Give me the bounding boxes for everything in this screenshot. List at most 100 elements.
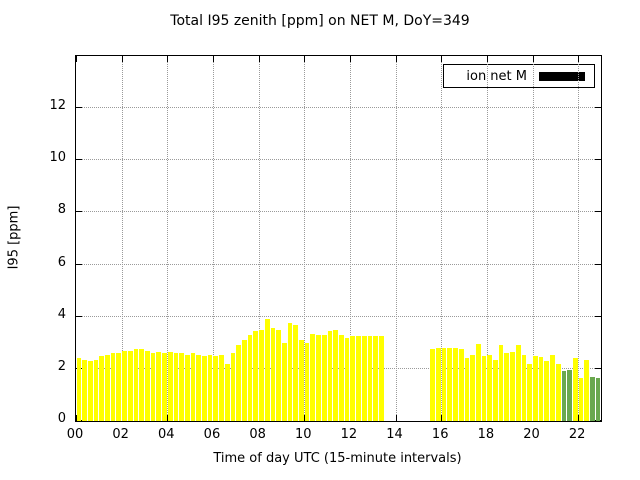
bar	[259, 329, 264, 421]
bar	[127, 350, 133, 421]
bar	[453, 348, 458, 421]
bar	[133, 349, 139, 421]
x-tick-label: 12	[340, 427, 358, 442]
bar	[373, 336, 378, 421]
y-gridline	[76, 263, 601, 265]
bar	[572, 358, 578, 421]
bar	[99, 355, 105, 421]
x-tick-mark	[532, 56, 534, 62]
y-tick-mark	[595, 107, 601, 109]
x-tick-label: 22	[568, 427, 586, 442]
bar	[87, 361, 93, 421]
x-tick-mark	[167, 56, 169, 62]
x-tick-label: 02	[112, 427, 129, 442]
bar	[184, 354, 190, 421]
bar	[241, 340, 247, 421]
bar	[167, 351, 173, 421]
x-gridline	[395, 56, 397, 421]
bar	[550, 354, 555, 421]
bar	[447, 348, 453, 421]
x-axis-label: Time of day UTC (15-minute intervals)	[213, 451, 462, 466]
x-tick-label: 04	[158, 427, 175, 442]
x-tick-label: 06	[203, 427, 221, 442]
bar	[213, 355, 219, 421]
bar	[544, 361, 550, 421]
bar	[276, 329, 281, 421]
y-tick-mark	[595, 211, 601, 213]
bar	[122, 350, 127, 421]
chart-title: Total I95 zenith [ppm] on NET M, DoY=349	[170, 13, 470, 29]
x-gridline	[121, 56, 123, 421]
x-gridline	[212, 56, 214, 421]
bar	[561, 371, 567, 421]
y-axis-label-wrap: I95 [ppm]	[4, 55, 24, 420]
bar	[567, 370, 572, 421]
x-gridline	[167, 56, 169, 421]
x-tick-mark	[121, 56, 123, 62]
bar	[139, 349, 144, 421]
x-gridline	[258, 56, 260, 421]
bar	[316, 334, 321, 421]
x-tick-label: 18	[477, 427, 495, 442]
bar	[219, 354, 224, 421]
bar	[236, 345, 241, 421]
bar	[487, 354, 493, 421]
x-gridline	[578, 56, 580, 421]
y-tick-mark	[76, 159, 82, 161]
bar	[270, 328, 276, 421]
bar	[253, 331, 259, 421]
x-gridline	[441, 56, 443, 421]
bar	[105, 354, 110, 421]
y-tick-label: 8	[57, 202, 66, 218]
y-tick-mark	[76, 107, 82, 109]
bar	[356, 336, 361, 421]
y-tick-mark	[76, 315, 82, 317]
bar	[339, 334, 344, 421]
bar	[196, 354, 202, 421]
bar	[230, 353, 236, 421]
x-tick-mark	[578, 56, 580, 62]
y-gridline	[76, 159, 601, 161]
bar	[498, 345, 504, 421]
x-tick-label: 20	[523, 427, 540, 442]
plot-area: ion net M	[75, 55, 602, 422]
bar	[162, 353, 167, 421]
x-tick-mark	[486, 56, 488, 62]
bar	[350, 336, 356, 421]
bar	[150, 353, 156, 421]
bar	[304, 342, 310, 421]
bar	[110, 353, 116, 421]
y-tick-label: 2	[57, 358, 66, 374]
y-axis-label: I95 [ppm]	[6, 205, 22, 270]
bar	[555, 363, 561, 421]
y-tick-label: 12	[49, 98, 66, 114]
x-tick-mark	[76, 56, 77, 62]
bar	[247, 334, 253, 421]
legend-swatch	[539, 71, 585, 81]
y-gridline	[76, 211, 601, 213]
bar	[287, 323, 293, 421]
y-tick-label: 10	[49, 150, 66, 166]
bar	[293, 324, 299, 421]
x-tick-label: 00	[66, 427, 84, 442]
y-gridline	[76, 367, 601, 369]
y-gridline	[76, 107, 601, 109]
bar	[504, 353, 510, 421]
bar	[173, 353, 179, 421]
bar	[538, 357, 544, 421]
bar	[367, 336, 373, 421]
bar	[224, 363, 230, 421]
legend-label: ion net M	[466, 68, 527, 84]
bar	[493, 359, 498, 421]
bar	[190, 353, 196, 421]
x-tick-label: 16	[431, 427, 449, 442]
x-tick-mark	[304, 56, 306, 62]
bar	[333, 329, 338, 421]
bar	[76, 358, 82, 421]
x-gridline	[349, 56, 351, 421]
bar	[470, 354, 475, 421]
y-tick-mark	[595, 159, 601, 161]
bar	[458, 349, 464, 421]
x-gridline	[304, 56, 306, 421]
bar	[464, 358, 470, 421]
